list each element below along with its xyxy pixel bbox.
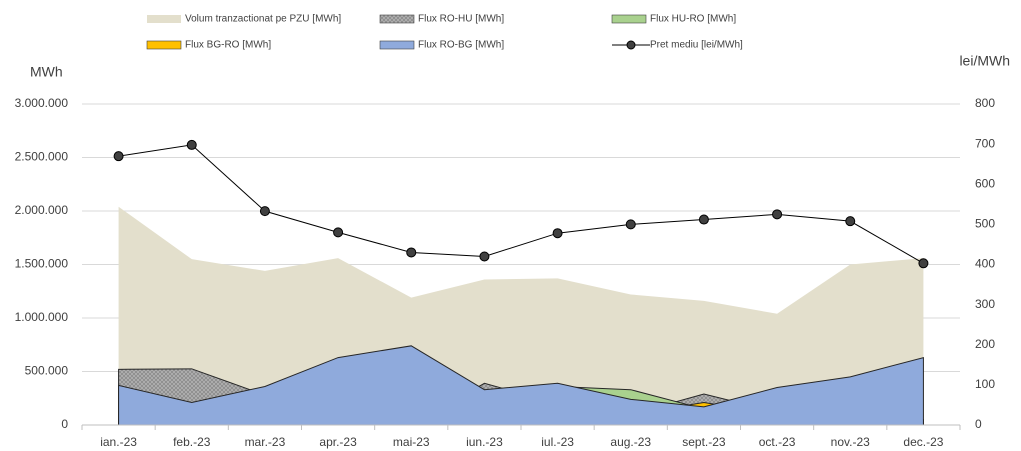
- x-tick-label: apr.-23: [319, 435, 357, 449]
- y-tick-label: 0: [61, 417, 68, 431]
- legend-label: Flux RO-HU [MWh]: [418, 14, 504, 25]
- y-tick-label: 3.000.000: [15, 96, 69, 110]
- y2-tick-label: 300: [975, 297, 995, 311]
- y-tick-label: 1.500.000: [15, 257, 69, 271]
- x-tick-label: mar.-23: [245, 435, 286, 449]
- y-tick-label: 500.000: [25, 364, 69, 378]
- x-tick-label: ian.-23: [100, 435, 137, 449]
- price-marker: [259, 206, 270, 217]
- x-tick-label: mai-23: [393, 435, 430, 449]
- legend-label: Flux BG-RO [MWh]: [185, 40, 271, 51]
- x-tick-label: oct.-23: [759, 435, 796, 449]
- x-tick-label: iul.-23: [541, 435, 574, 449]
- price-marker: [479, 251, 490, 262]
- price-marker: [552, 228, 563, 239]
- x-tick-label: dec.-23: [903, 435, 943, 449]
- legend-marker: [626, 40, 636, 50]
- legend-label: Flux HU-RO [MWh]: [650, 14, 736, 25]
- legend-label: Pret mediu [lei/MWh]: [650, 40, 743, 51]
- price-marker: [772, 209, 783, 220]
- price-marker: [845, 216, 856, 227]
- x-tick-label: sept.-23: [682, 435, 726, 449]
- legend-swatch: [379, 14, 415, 24]
- price-marker: [406, 247, 417, 258]
- legend-label: Flux RO-BG [MWh]: [418, 40, 504, 51]
- price-marker: [113, 151, 124, 162]
- y2-tick-label: 700: [975, 136, 995, 150]
- price-marker: [333, 227, 344, 238]
- price-marker: [186, 139, 197, 150]
- price-marker: [625, 219, 636, 230]
- y2-tick-label: 400: [975, 257, 995, 271]
- y-tick-label: 2.000.000: [15, 203, 69, 217]
- legend-swatch: [611, 14, 647, 24]
- y2-tick-label: 100: [975, 377, 995, 391]
- y2-axis-title: lei/MWh: [959, 53, 1010, 69]
- y-axis-title: MWh: [30, 64, 63, 80]
- area: [118, 345, 924, 426]
- y2-tick-label: 0: [975, 417, 982, 431]
- legend-swatch: [146, 40, 182, 50]
- x-tick-label: feb.-23: [173, 435, 211, 449]
- y2-tick-label: 200: [975, 337, 995, 351]
- x-tick-label: aug.-23: [610, 435, 651, 449]
- y-tick-label: 2.500.000: [15, 150, 69, 164]
- x-tick-label: nov.-23: [831, 435, 870, 449]
- x-tick-label: iun.-23: [466, 435, 503, 449]
- y2-tick-label: 800: [975, 96, 995, 110]
- price-marker: [698, 214, 709, 225]
- price-line: [118, 144, 924, 264]
- y2-tick-label: 500: [975, 217, 995, 231]
- legend-label: Volum tranzactionat pe PZU [MWh]: [185, 14, 341, 25]
- legend-swatch: [147, 15, 181, 23]
- price-marker: [918, 258, 929, 269]
- legend-swatch: [379, 40, 415, 50]
- y-tick-label: 1.000.000: [15, 310, 69, 324]
- y2-tick-label: 600: [975, 176, 995, 190]
